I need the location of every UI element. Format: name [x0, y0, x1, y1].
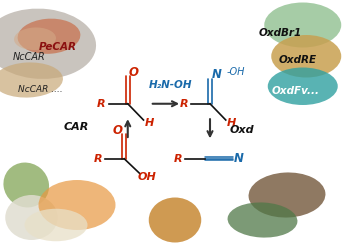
- Ellipse shape: [4, 162, 49, 208]
- Text: O: O: [129, 66, 139, 79]
- Ellipse shape: [25, 209, 88, 241]
- Ellipse shape: [0, 8, 96, 79]
- Text: OxdRE: OxdRE: [278, 55, 316, 65]
- Ellipse shape: [228, 202, 298, 237]
- Ellipse shape: [264, 2, 341, 48]
- Text: OxdBr1: OxdBr1: [259, 28, 302, 38]
- Text: Oxd: Oxd: [229, 125, 254, 135]
- Text: CAR: CAR: [64, 122, 89, 132]
- Text: H₂N-OH: H₂N-OH: [148, 80, 192, 90]
- Text: H: H: [145, 118, 154, 128]
- Text: OH: OH: [138, 172, 157, 182]
- Text: R: R: [174, 154, 183, 164]
- Ellipse shape: [14, 28, 56, 50]
- Ellipse shape: [149, 198, 201, 242]
- Ellipse shape: [5, 195, 58, 240]
- Text: N: N: [234, 152, 244, 165]
- Ellipse shape: [18, 19, 80, 54]
- Text: R: R: [94, 154, 102, 164]
- Ellipse shape: [38, 180, 116, 230]
- Text: OxdFv...: OxdFv...: [271, 86, 319, 96]
- Ellipse shape: [248, 172, 326, 218]
- Text: -OH: -OH: [227, 67, 245, 77]
- Ellipse shape: [0, 62, 63, 98]
- Text: R: R: [180, 99, 188, 109]
- Text: PeCAR: PeCAR: [39, 42, 77, 52]
- Text: NcCAR: NcCAR: [12, 52, 45, 62]
- Text: R: R: [97, 99, 106, 109]
- Ellipse shape: [268, 68, 338, 105]
- Text: H: H: [227, 118, 236, 128]
- Text: NcCAR ....: NcCAR ....: [18, 86, 62, 94]
- Text: O: O: [113, 124, 123, 136]
- Ellipse shape: [271, 35, 341, 78]
- Text: N: N: [211, 68, 221, 82]
